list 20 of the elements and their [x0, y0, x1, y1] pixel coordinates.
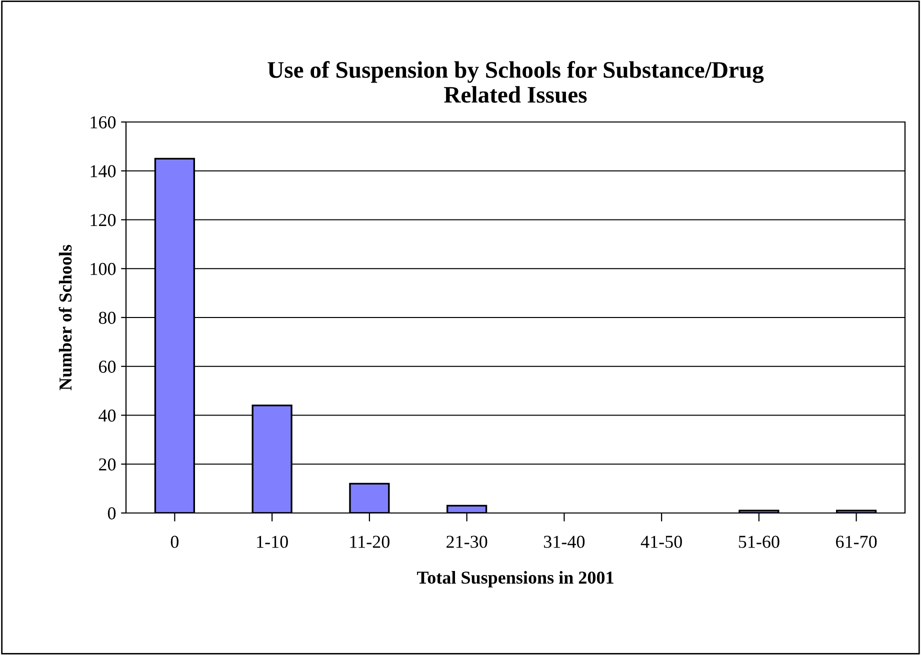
y-tick-label: 120 — [90, 214, 116, 226]
y-tick-label: 160 — [90, 116, 116, 128]
x-tick-label: 21-30 — [446, 536, 488, 548]
chart-title: Use of Suspension by Schools for Substance/Drug Related Issues — [268, 61, 764, 103]
y-tick-label: 0 — [108, 507, 116, 520]
y-tick-label: 60 — [99, 360, 116, 373]
x-tick-label: 41-50 — [640, 536, 682, 548]
y-axis-title: Number of Schools — [58, 244, 72, 390]
x-tick-label: 51-60 — [738, 536, 780, 548]
x-tick-label: 1-10 — [257, 536, 288, 548]
x-tick-label: 11-20 — [350, 536, 390, 548]
y-tick-label: 20 — [99, 458, 116, 471]
y-tick-label: 140 — [90, 165, 116, 178]
y-tick-label: 100 — [90, 262, 116, 276]
x-tick-label: 61-70 — [836, 536, 877, 548]
x-axis-title: Total Suspensions in 2001 — [417, 571, 614, 588]
y-tick-label: 80 — [98, 312, 116, 324]
x-tick-label: 0 — [170, 536, 179, 548]
y-tick-label: 40 — [98, 410, 116, 422]
x-tick-label: 31-40 — [544, 536, 585, 548]
